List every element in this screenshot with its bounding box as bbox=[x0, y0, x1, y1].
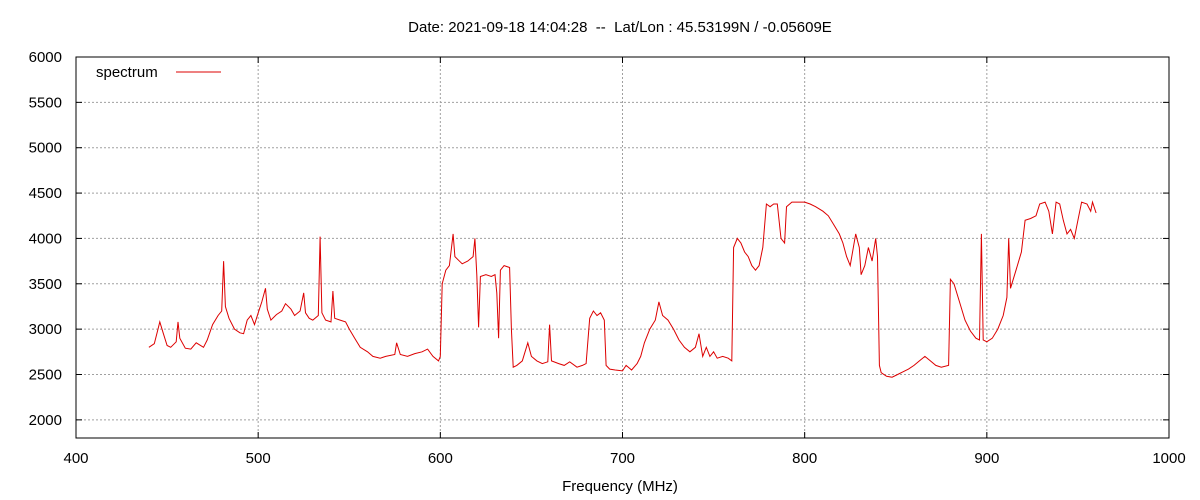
legend-label: spectrum bbox=[96, 64, 158, 81]
legend: spectrum bbox=[96, 64, 221, 81]
y-tick-label: 3000 bbox=[29, 321, 62, 338]
series-line-spectrum bbox=[148, 200, 1097, 378]
axis-ticks: 400 500 600 700 800 900 1000 2000 2500 3000 3500 40… bbox=[29, 49, 1186, 467]
x-tick-label: 500 bbox=[246, 450, 271, 467]
x-tick-label: 800 bbox=[792, 450, 817, 467]
y-tick-label: 6000 bbox=[29, 49, 62, 66]
y-tick-label: 2000 bbox=[29, 412, 62, 429]
chart-title: Date: 2021-09-18 14:04:28 -- Lat/Lon : 4… bbox=[408, 19, 832, 36]
y-tick-label: 5000 bbox=[29, 140, 62, 157]
y-tick-label: 3500 bbox=[29, 276, 62, 293]
x-tick-label: 1000 bbox=[1152, 450, 1185, 467]
y-tick-label: 2500 bbox=[29, 367, 62, 384]
grid-lines bbox=[76, 57, 1169, 438]
x-tick-label: 400 bbox=[63, 450, 88, 467]
x-tick-label: 900 bbox=[974, 450, 999, 467]
x-tick-label: 600 bbox=[428, 450, 453, 467]
y-tick-label: 4000 bbox=[29, 230, 62, 247]
series-layer bbox=[148, 200, 1097, 378]
y-tick-label: 4500 bbox=[29, 185, 62, 202]
x-axis-label: Frequency (MHz) bbox=[562, 478, 678, 495]
x-tick-label: 700 bbox=[610, 450, 635, 467]
y-tick-label: 5500 bbox=[29, 94, 62, 111]
